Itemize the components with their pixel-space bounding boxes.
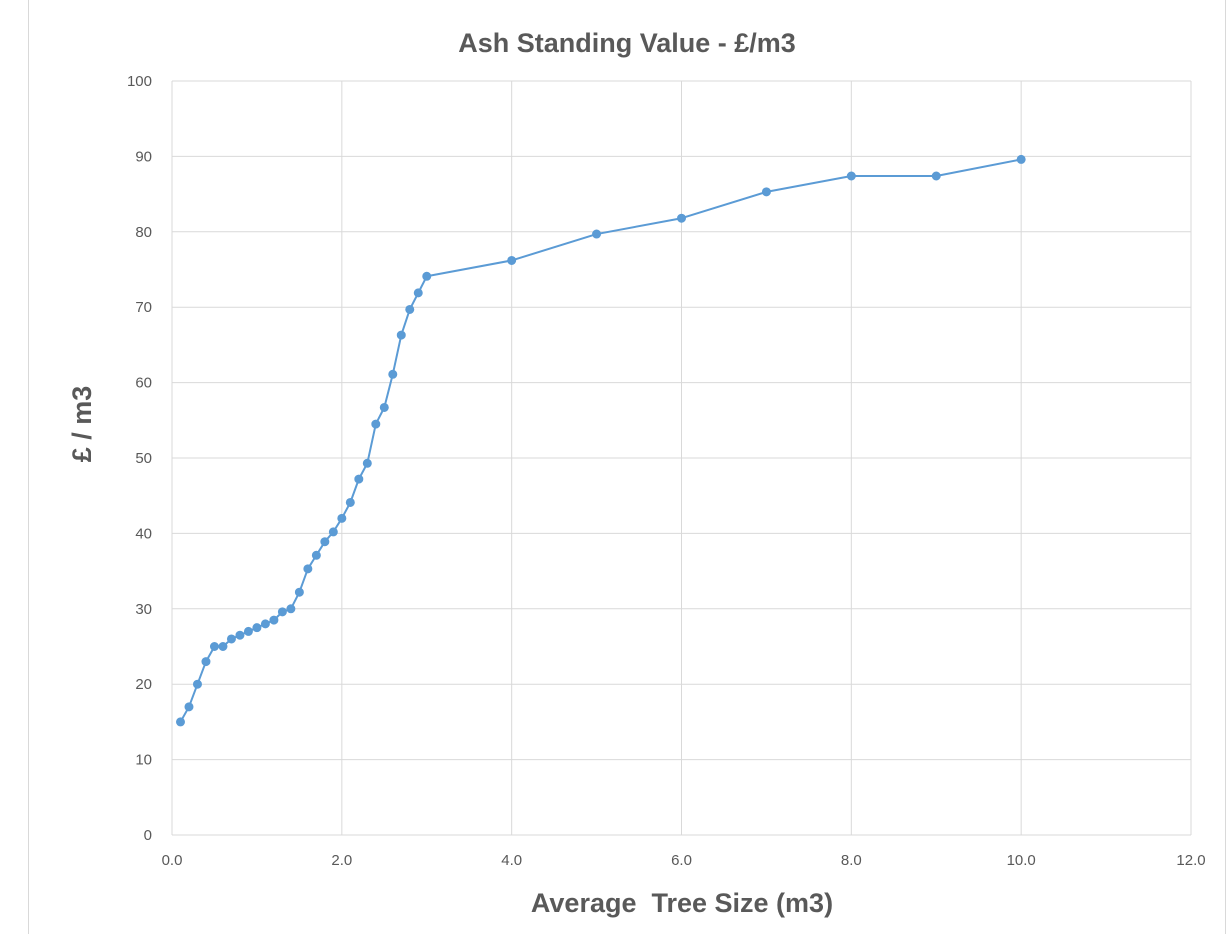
data-point [286,604,296,614]
y-tick-label: 50 [135,450,152,467]
x-tick-label: 12.0 [1176,852,1205,869]
data-point [303,564,313,574]
y-axis-title: £ / m3 [67,386,97,463]
data-point [371,419,381,429]
data-point [209,642,219,651]
data-point [354,474,364,484]
axis-layer: 0 10 20 30 40 50 60 70 80 90 100 0.0 2.0 4.0 6.0 8.0 10.… [127,73,1206,869]
x-tick-label: 6.0 [671,852,692,869]
data-point [405,304,415,314]
data-point [337,513,347,523]
data-point [320,537,330,547]
data-point [379,402,389,412]
x-tick-label: 0.0 [162,852,183,869]
data-point [243,626,253,636]
data-point [677,213,686,223]
data-point [201,657,211,667]
y-tick-label: 20 [135,676,152,693]
y-tick-label: 100 [127,73,152,90]
data-point [362,458,372,468]
y-tick-label: 60 [135,375,152,392]
chart-title: Ash Standing Value - £/m3 [458,28,796,58]
data-point [592,229,602,239]
y-tick-label: 30 [135,601,152,618]
data-point [218,642,228,651]
data-point [413,288,423,298]
y-tick-label: 10 [135,752,152,769]
y-tick-label: 90 [135,148,152,165]
data-point [260,619,270,629]
data-point [345,497,355,507]
grid-layer [172,80,1192,835]
data-point [1016,154,1026,164]
data-point [761,187,771,197]
x-tick-label: 4.0 [501,852,522,869]
y-tick-label: 70 [135,299,152,316]
series-layer [179,158,1022,723]
data-point [396,330,406,340]
data-point [192,679,202,689]
marker-layer [175,154,1026,727]
data-point [294,587,304,597]
data-point [846,171,856,181]
x-tick-label: 2.0 [331,852,352,869]
y-tick-label: 0 [144,827,152,844]
x-tick-label: 10.0 [1007,852,1036,869]
data-point [422,271,432,281]
data-point [226,634,236,644]
data-point [931,171,941,181]
data-point [507,255,517,265]
x-tick-label: 8.0 [841,852,862,869]
data-point [311,550,321,560]
data-point [175,717,185,727]
data-point [277,607,287,617]
data-point [252,623,262,633]
data-point [235,630,245,640]
data-point [269,615,279,625]
series-line [179,158,1022,723]
y-tick-label: 40 [135,525,152,542]
y-tick-label: 80 [135,224,152,241]
data-point [328,527,338,537]
data-point [388,369,398,379]
chart-border [28,0,1226,934]
x-axis-title: Average Tree Size (m3) [531,888,833,918]
data-point [184,702,194,712]
